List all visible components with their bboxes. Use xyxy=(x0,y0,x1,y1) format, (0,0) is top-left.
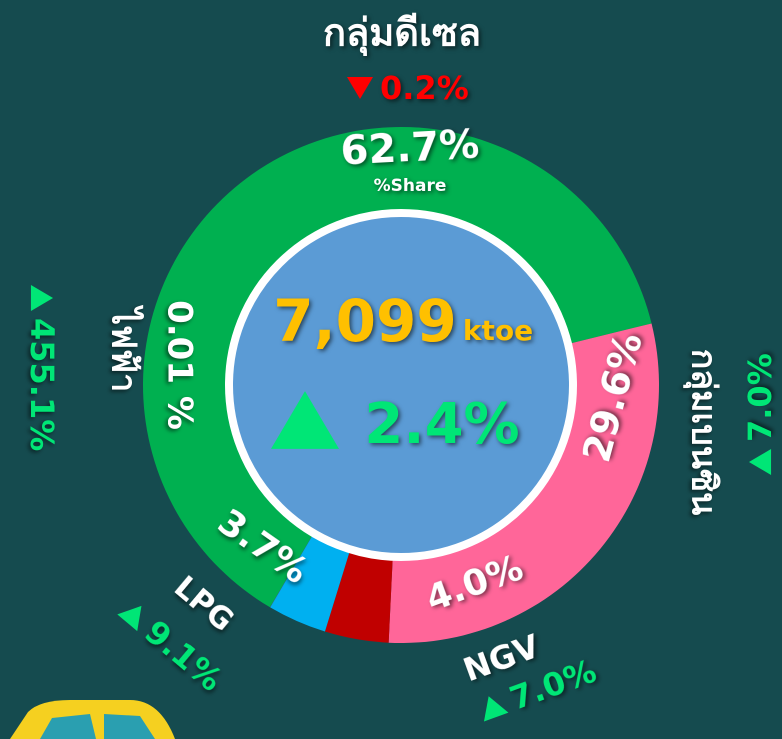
center-disc xyxy=(225,209,577,561)
change-arrow xyxy=(483,696,509,722)
segment xyxy=(270,531,315,608)
change-label: 455.1% xyxy=(23,318,61,451)
segment xyxy=(388,323,659,643)
change-arrow xyxy=(117,605,142,632)
category-label: กลุ่มเบนซิน xyxy=(683,349,724,516)
car-illustration xyxy=(10,700,175,739)
change-label: 7.0% xyxy=(741,353,779,442)
change-arrow xyxy=(748,449,772,475)
change: 7.0% xyxy=(741,353,779,475)
category-label: ไฟฟ้า xyxy=(104,305,145,392)
unit: ktoe xyxy=(463,314,533,347)
change: 455.1% xyxy=(23,285,61,451)
segment xyxy=(270,531,351,632)
total: 7,099 xyxy=(273,287,456,355)
donut xyxy=(142,126,659,643)
value-label: 0.01 % xyxy=(160,300,200,430)
value-label: 62.7% xyxy=(339,121,480,174)
total-change-arrow xyxy=(271,391,339,449)
segment xyxy=(324,547,393,643)
category-label: กลุ่มดีเซล xyxy=(323,11,481,57)
share-label: %Share xyxy=(374,176,447,196)
segment xyxy=(142,126,652,608)
change-label: 0.2% xyxy=(380,69,469,107)
change-arrow xyxy=(347,76,373,100)
change: 0.2% xyxy=(347,69,469,107)
change-arrow xyxy=(30,285,54,311)
total-change: 2.4% xyxy=(364,392,519,457)
